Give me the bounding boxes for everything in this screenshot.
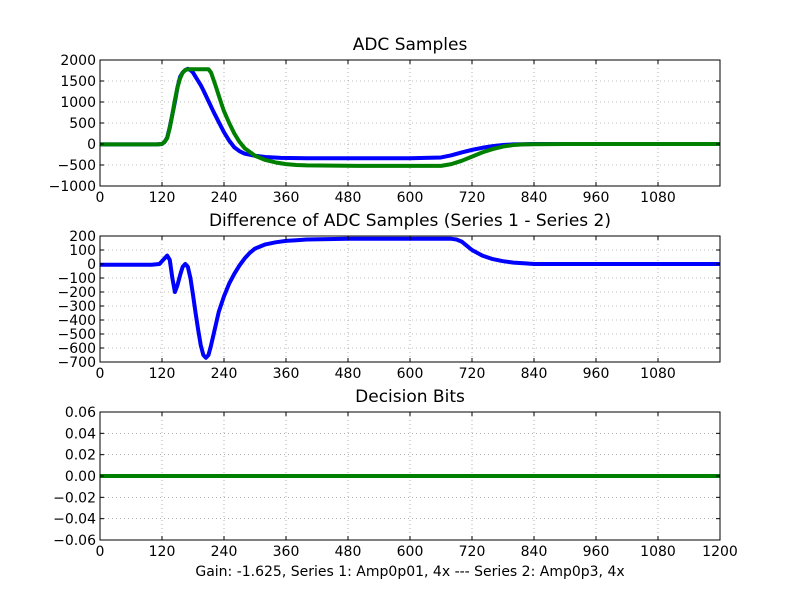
subplot-title: ADC Samples bbox=[353, 35, 468, 55]
x-tick-label: 120 bbox=[149, 366, 176, 382]
y-tick-label: −600 bbox=[58, 341, 96, 357]
x-tick-label: 720 bbox=[459, 366, 486, 382]
y-tick-label: −0.06 bbox=[53, 533, 96, 549]
x-tick-label: 360 bbox=[273, 190, 300, 206]
x-tick-label: 360 bbox=[273, 366, 300, 382]
x-tick-label: 0 bbox=[96, 190, 105, 206]
x-tick-label: 120 bbox=[149, 190, 176, 206]
x-tick-label: 1080 bbox=[640, 190, 676, 206]
y-tick-label: 1000 bbox=[60, 95, 96, 111]
x-tick-label: 960 bbox=[583, 544, 610, 560]
x-tick-label: 960 bbox=[583, 366, 610, 382]
y-tick-label: 100 bbox=[69, 243, 96, 259]
ticks: 0 120 240 360 480 600 720 840 960 1080−1000−50005… bbox=[49, 53, 720, 206]
subplot-title: Difference of ADC Samples (Series 1 - Se… bbox=[209, 211, 611, 231]
y-tick-label: −100 bbox=[58, 271, 96, 287]
subplot-title: Decision Bits bbox=[355, 387, 465, 407]
x-tick-label: 720 bbox=[459, 544, 486, 560]
y-tick-label: 2000 bbox=[60, 53, 96, 69]
series-group bbox=[100, 66, 720, 168]
x-tick-label: 240 bbox=[211, 544, 238, 560]
y-tick-label: 0.00 bbox=[65, 469, 96, 485]
x-tick-label: 1080 bbox=[640, 366, 676, 382]
x-tick-label: 120 bbox=[149, 544, 176, 560]
subplot-1: 0 120 240 360 480 600 720 840 960 1080−1000−50005… bbox=[49, 35, 721, 206]
subplot-2: 0 120 240 360 480 600 720 840 960 1080 −700−600−50… bbox=[58, 211, 721, 382]
y-tick-label: 0.02 bbox=[65, 448, 96, 464]
x-tick-label: 1080 bbox=[640, 544, 676, 560]
x-tick-label: 360 bbox=[273, 544, 300, 560]
y-tick-label: 0 bbox=[87, 137, 96, 153]
x-tick-label: 1200 bbox=[702, 544, 738, 560]
y-tick-label: −300 bbox=[58, 299, 96, 315]
ticks: 0 120 240 360 480 600 720 840 960 1080 −700−600−50… bbox=[58, 229, 720, 382]
y-tick-label: −200 bbox=[58, 285, 96, 301]
x-tick-label: 840 bbox=[521, 544, 548, 560]
y-tick-label: −0.02 bbox=[53, 490, 96, 506]
x-tick-label: 600 bbox=[397, 190, 424, 206]
y-tick-label: −0.04 bbox=[53, 512, 96, 528]
y-tick-label: 500 bbox=[69, 116, 96, 132]
y-tick-label: 0 bbox=[87, 257, 96, 273]
figure-caption: Gain: -1.625, Series 1: Amp0p01, 4x --- … bbox=[195, 564, 624, 580]
y-tick-label: 200 bbox=[69, 229, 96, 245]
x-tick-label: 240 bbox=[211, 190, 238, 206]
y-tick-label: 0.06 bbox=[65, 405, 96, 421]
y-tick-label: −700 bbox=[58, 355, 96, 371]
x-tick-label: 720 bbox=[459, 190, 486, 206]
series-1-line bbox=[100, 236, 720, 360]
y-tick-label: 1500 bbox=[60, 74, 96, 90]
x-tick-label: 960 bbox=[583, 190, 610, 206]
x-tick-label: 480 bbox=[335, 544, 362, 560]
y-tick-label: −500 bbox=[58, 158, 96, 174]
x-tick-label: 600 bbox=[397, 366, 424, 382]
x-tick-label: 0 bbox=[96, 544, 105, 560]
y-tick-label: −400 bbox=[58, 313, 96, 329]
y-tick-label: 0.04 bbox=[65, 426, 96, 442]
x-tick-label: 480 bbox=[335, 190, 362, 206]
x-tick-label: 480 bbox=[335, 366, 362, 382]
subplot-3: 0 120 240 360 480 600 720 840 960 1080 1200 −0.06 −0… bbox=[53, 387, 738, 560]
x-tick-label: 600 bbox=[397, 544, 424, 560]
x-tick-label: 840 bbox=[521, 366, 548, 382]
x-tick-label: 0 bbox=[96, 366, 105, 382]
subplots: 0 120 240 360 480 600 720 840 960 1080−1000−50005… bbox=[49, 35, 738, 560]
y-tick-label: −500 bbox=[58, 327, 96, 343]
series-group bbox=[100, 236, 720, 360]
series-2-line bbox=[100, 67, 720, 168]
ticks: 0 120 240 360 480 600 720 840 960 1080 1200 −0.06 −0… bbox=[53, 405, 738, 560]
y-tick-label: −1000 bbox=[49, 179, 96, 195]
x-tick-label: 240 bbox=[211, 366, 238, 382]
x-tick-label: 840 bbox=[521, 190, 548, 206]
